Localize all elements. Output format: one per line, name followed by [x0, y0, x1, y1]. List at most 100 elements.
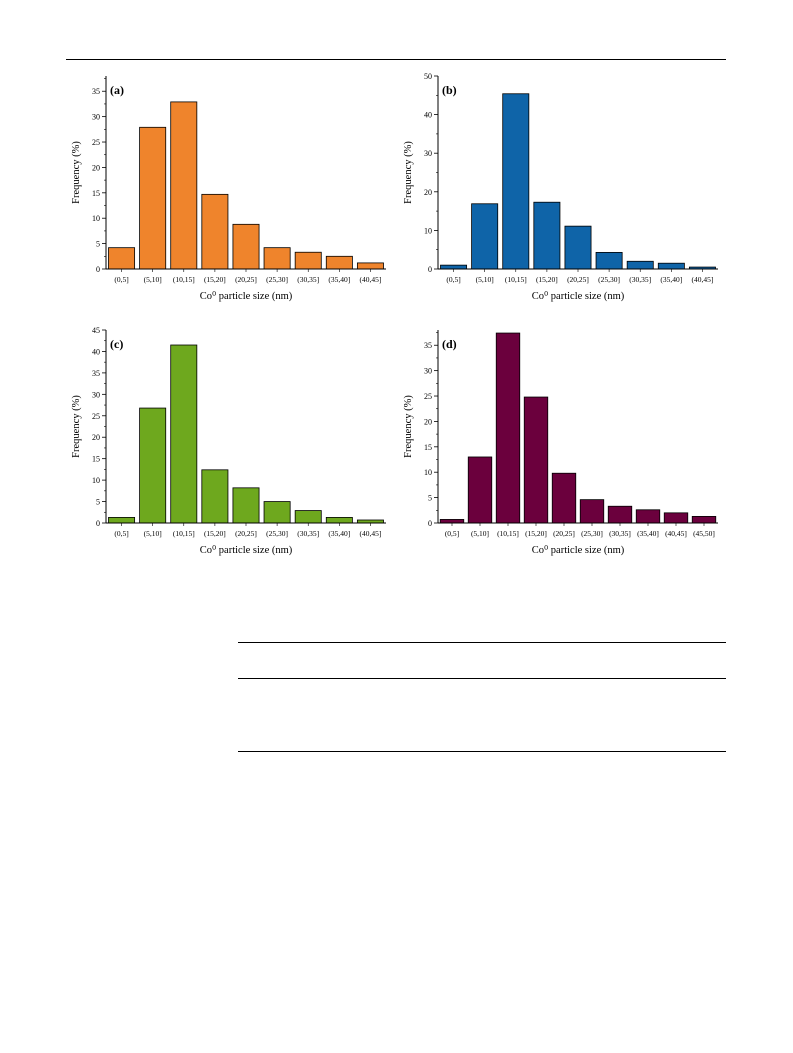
bar-(0,5] — [439, 519, 465, 524]
y-tick-label: 15 — [92, 455, 100, 464]
y-tick-label: 45 — [92, 326, 100, 335]
y-tick-label: 35 — [424, 341, 432, 350]
panel-label: (a) — [110, 83, 124, 97]
x-tick-label: (15,20] — [525, 529, 547, 538]
bar-(40,45] — [663, 512, 689, 524]
y-tick-label: 15 — [424, 443, 432, 452]
y-tick-label: 5 — [428, 494, 432, 503]
x-tick-label: (0,5] — [446, 275, 460, 284]
histogram-panel-d: 0 5 10 15 20 25 30 35 (0,5] (5,10] (10,15] (15,20] (… — [396, 318, 726, 568]
y-axis-title: Frequency (%) — [403, 395, 414, 458]
bar-(20,25] — [564, 225, 592, 270]
x-tick-label: (10,15] — [505, 275, 527, 284]
x-tick-label: (20,25] — [567, 275, 589, 284]
bar-(5,10] — [467, 456, 493, 524]
x-tick-label: (20,25] — [235, 275, 257, 284]
bar-(25,30] — [263, 501, 291, 524]
bar-(0,5] — [108, 517, 136, 524]
histogram-panel-a: 0 5 10 15 20 25 30 35 (0,5] (5,10] (10,15] (15,20] (… — [64, 64, 394, 314]
y-axis-title: Frequency (%) — [71, 395, 82, 458]
x-tick-label: (45,50] — [693, 529, 715, 538]
x-tick-label: (10,15] — [497, 529, 519, 538]
panel-label: (c) — [110, 337, 123, 351]
x-tick-label: (25,30] — [581, 529, 603, 538]
panel-label: (d) — [442, 337, 457, 351]
x-tick-label: (5,10] — [471, 529, 489, 538]
x-tick-label: (0,5] — [114, 275, 128, 284]
x-tick-label: (35,40] — [328, 275, 350, 284]
x-tick-label: (0,5] — [445, 529, 459, 538]
y-tick-label: 40 — [92, 347, 100, 356]
x-tick-label: (30,35] — [629, 275, 651, 284]
x-axis-title: Co⁰ particle size (nm) — [532, 290, 625, 302]
y-tick-label: 30 — [92, 113, 100, 122]
y-tick-label: 10 — [92, 214, 100, 223]
x-tick-label: (40,45] — [360, 275, 382, 284]
bar-(10,15] — [495, 332, 521, 524]
bar-(15,20] — [201, 469, 229, 524]
bar-(10,15] — [170, 101, 198, 270]
y-tick-label: 5 — [96, 240, 100, 249]
x-tick-label: (35,40] — [637, 529, 659, 538]
bar-(20,25] — [232, 223, 260, 270]
y-tick-label: 20 — [92, 163, 100, 172]
panel-label: (b) — [442, 83, 457, 97]
bar-(5,10] — [139, 407, 167, 524]
x-tick-label: (25,30] — [266, 529, 288, 538]
y-tick-label: 30 — [92, 390, 100, 399]
y-tick-label: 25 — [92, 138, 100, 147]
histogram-c-svg: 0 5 10 15 20 25 30 35 40 45 (0,5] (5,10] (10,15] (15,… — [71, 326, 386, 556]
y-tick-label: 10 — [424, 226, 432, 235]
x-tick-label: (15,20] — [204, 275, 226, 284]
y-tick-label: 50 — [424, 72, 432, 81]
histogram-panel-c: 0 5 10 15 20 25 30 35 40 45 (0,5] (5,10] (10,15] (15,… — [64, 318, 394, 568]
bar-(25,30] — [579, 499, 605, 524]
bar-(30,35] — [294, 251, 322, 270]
x-tick-label: (40,45] — [665, 529, 687, 538]
y-tick-label: 0 — [96, 265, 100, 274]
table-header-rule — [238, 678, 726, 679]
y-tick-label: 10 — [92, 476, 100, 485]
y-tick-label: 35 — [92, 369, 100, 378]
x-tick-label: (35,40] — [660, 275, 682, 284]
x-tick-label: (5,10] — [144, 275, 162, 284]
x-tick-label: (35,40] — [328, 529, 350, 538]
y-tick-label: 20 — [92, 433, 100, 442]
x-tick-label: (5,10] — [144, 529, 162, 538]
bar-(35,40] — [325, 517, 353, 524]
x-tick-label: (5,10] — [476, 275, 494, 284]
y-tick-label: 20 — [424, 188, 432, 197]
x-axis-title: Co⁰ particle size (nm) — [200, 544, 293, 556]
table-bottom-rule — [238, 751, 726, 752]
bar-(15,20] — [201, 193, 229, 270]
x-tick-label: (0,5] — [114, 529, 128, 538]
y-tick-label: 25 — [424, 392, 432, 401]
x-tick-label: (20,25] — [235, 529, 257, 538]
bar-(10,15] — [170, 344, 198, 524]
y-tick-label: 0 — [428, 519, 432, 528]
x-tick-label: (10,15] — [173, 529, 195, 538]
x-tick-label: (40,45] — [360, 529, 382, 538]
bar-(45,50] — [691, 515, 717, 524]
x-tick-label: (40,45] — [692, 275, 714, 284]
histogram-a-svg: 0 5 10 15 20 25 30 35 (0,5] (5,10] (10,15] (15,20] (… — [71, 76, 386, 302]
y-axis-title: Frequency (%) — [403, 141, 414, 204]
y-tick-label: 10 — [424, 468, 432, 477]
y-tick-label: 5 — [96, 498, 100, 507]
y-tick-label: 25 — [92, 412, 100, 421]
y-tick-label: 0 — [428, 265, 432, 274]
bar-(35,40] — [325, 255, 353, 270]
x-tick-label: (25,30] — [266, 275, 288, 284]
y-tick-label: 30 — [424, 367, 432, 376]
y-tick-label: 35 — [92, 87, 100, 96]
x-tick-label: (30,35] — [297, 275, 319, 284]
bar-(15,20] — [523, 396, 549, 524]
bar-(5,10] — [471, 203, 499, 270]
page-header-rule — [66, 59, 726, 60]
x-tick-label: (15,20] — [204, 529, 226, 538]
bar-(10,15] — [502, 93, 530, 270]
bar-(20,25] — [551, 472, 577, 524]
bar-(30,35] — [607, 505, 633, 524]
bar-(25,30] — [595, 251, 623, 270]
bar-(35,40] — [635, 509, 661, 524]
